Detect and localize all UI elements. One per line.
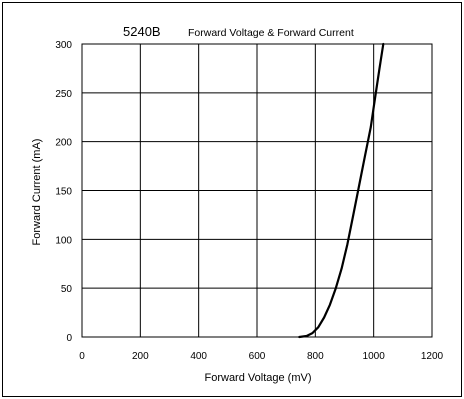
x-tick-label: 800 (307, 351, 324, 362)
y-tick-label: 100 (55, 235, 72, 246)
x-tick-label: 600 (249, 351, 266, 362)
y-tick-label: 150 (55, 187, 72, 198)
series-line (298, 42, 385, 339)
y-tick-label: 50 (61, 284, 73, 295)
x-tick-label: 0 (79, 351, 85, 362)
y-axis-title: Forward Current (mA) (31, 139, 43, 246)
y-tick-label: 300 (55, 40, 72, 51)
y-tick-label: 0 (66, 333, 72, 344)
y-tick-label: 200 (55, 138, 72, 149)
x-tick-label: 200 (132, 351, 149, 362)
x-tick-labels: 0 200 400 600 800 1000 1200 (79, 351, 443, 362)
chart-subtitle: Forward Voltage & Forward Current (188, 27, 354, 39)
series-layer (298, 42, 385, 339)
y-tick-labels: 0 50 100 150 200 250 300 (55, 40, 72, 344)
x-tick-label: 400 (190, 351, 207, 362)
plot-area (81, 43, 433, 338)
x-tick-label: 1200 (421, 351, 444, 362)
y-tick-label: 250 (55, 89, 72, 100)
grid-layer (81, 43, 433, 338)
x-tick-label: 1000 (363, 351, 386, 362)
x-axis-title: Forward Voltage (mV) (205, 372, 312, 384)
chart-title: 5240B (123, 24, 161, 39)
